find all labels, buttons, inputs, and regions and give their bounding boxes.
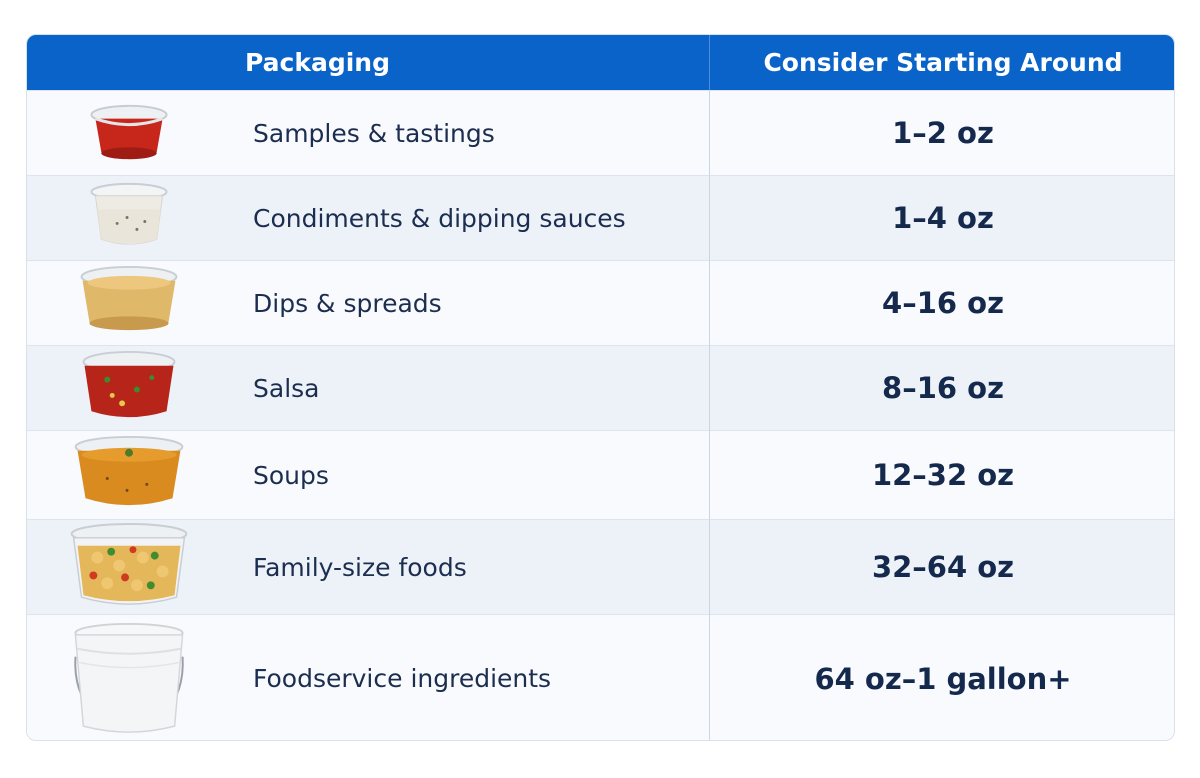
table-header: Packaging Consider Starting Around [27,35,1174,90]
row-use-label: Condiments & dipping sauces [253,203,626,233]
row-size-value: 12–32 oz [871,458,1015,492]
table-row: Condiments & dipping sauces 1–4 oz [27,175,1174,260]
row-size-value: 32–64 oz [871,550,1015,584]
row-size-value: 1–4 oz [892,201,994,235]
row-use-label: Salsa [253,373,320,403]
salsa-container-icon [67,346,192,430]
row-use-label: Dips & spreads [253,288,442,318]
row-size-value: 8–16 oz [882,371,1004,405]
table-row: Salsa 8–16 oz [27,345,1174,430]
hummus-container-icon [67,261,192,345]
table-row: Foodservice ingredients 64 oz–1 gallon+ [27,614,1174,740]
row-use-label: Soups [253,460,329,490]
row-use-label: Foodservice ingredients [253,664,552,693]
row-use-label: Family-size foods [253,552,467,582]
row-size-value: 4–16 oz [882,286,1004,320]
row-size-value: 64 oz–1 gallon+ [814,661,1072,696]
header-packaging: Packaging [245,48,390,77]
pasta-salad-container-icon [67,520,192,614]
row-use-label: Samples & tastings [253,118,495,148]
bucket-icon [67,615,192,740]
header-starting-size: Consider Starting Around [763,48,1123,77]
row-size-value: 1–2 oz [892,116,994,150]
dressing-cup-icon [67,176,192,260]
table-row: Soups 12–32 oz [27,430,1174,519]
small-sauce-cup-icon [67,91,192,175]
table-row: Family-size foods 32–64 oz [27,519,1174,614]
column-divider [709,90,710,740]
soup-container-icon [67,431,192,519]
table-row: Samples & tastings 1–2 oz [27,90,1174,175]
header-divider [709,35,710,90]
packaging-size-table: Packaging Consider Starting Around Sampl… [26,34,1175,741]
table-row: Dips & spreads 4–16 oz [27,260,1174,345]
